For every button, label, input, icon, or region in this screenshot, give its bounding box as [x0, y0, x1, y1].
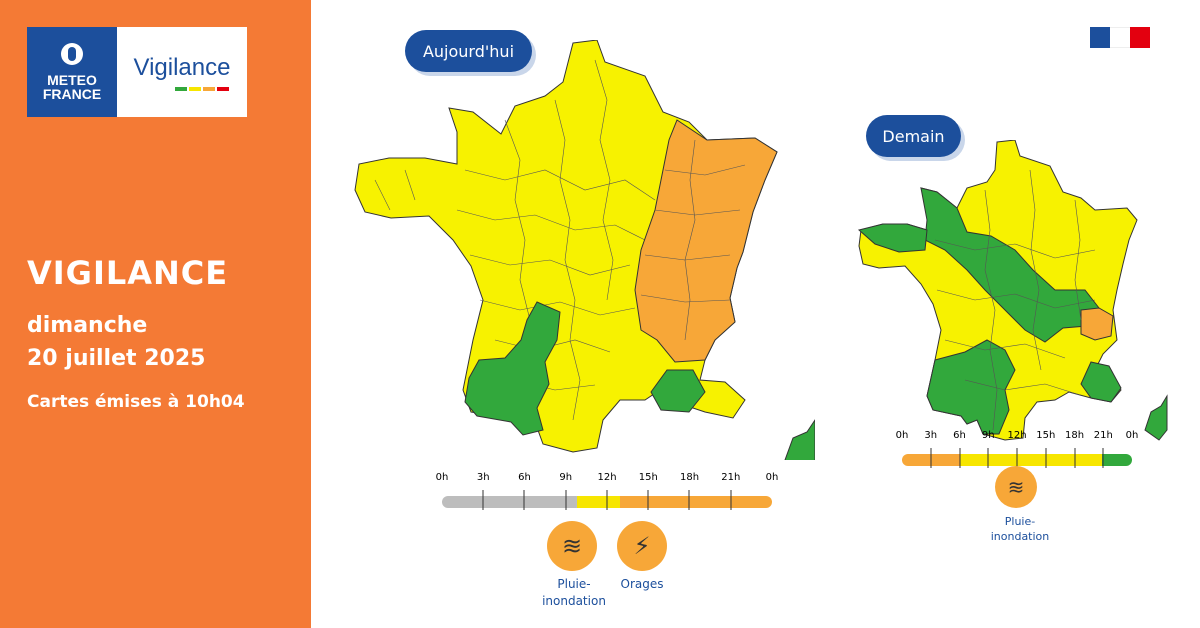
tomorrow-hazard-1-line2: inondation — [990, 530, 1050, 543]
today-timeline-ticks: 0h 3h 6h 9h 12h 15h 18h 21h 0h — [436, 472, 779, 486]
today-map — [354, 40, 815, 460]
today-hazard-2-line1: Orages — [620, 577, 664, 591]
rain-flood-icon: ≋ — [547, 521, 597, 571]
vigilance-wordmark: Vigilance — [133, 53, 231, 81]
tomorrow-tick-0: 0h — [895, 430, 909, 441]
today-tick-3: 9h — [559, 472, 573, 483]
today-tick-1: 3h — [476, 472, 490, 483]
tomorrow-label: Demain — [866, 115, 961, 157]
meteo-france-logo: METEO FRANCE — [27, 27, 117, 117]
today-tick-0: 0h — [435, 472, 449, 483]
today-timeline-bar — [442, 496, 772, 508]
rain-flood-icon: ≋ — [995, 466, 1037, 508]
today-map-borders — [374, 59, 656, 421]
day-name: dimanche — [27, 313, 148, 338]
today-hazard-1-label: Pluie- inondation — [532, 576, 616, 610]
today-timeline-hour-lines — [482, 490, 732, 510]
tomorrow-tick-4: 12h — [1007, 430, 1027, 441]
page-title: VIGILANCE — [27, 254, 229, 292]
logo-card: METEO FRANCE Vigilance — [27, 27, 247, 117]
tomorrow-tick-6: 18h — [1064, 430, 1085, 441]
today-hazard-1-line1: Pluie- — [557, 577, 591, 591]
tomorrow-tick-8: 0h — [1125, 430, 1139, 441]
today-map-green-southeast — [650, 369, 706, 413]
tomorrow-tick-7: 21h — [1093, 430, 1113, 441]
tomorrow-timeline: 0h 3h 6h 9h 12h 15h 18h 21h 0h — [896, 430, 1139, 470]
vigilance-logo: Vigilance — [117, 27, 247, 117]
tomorrow-tick-5: 15h — [1036, 430, 1056, 441]
tomorrow-timeline-bar — [902, 454, 1132, 466]
tomorrow-timeline-hour-lines — [930, 448, 1104, 468]
tomorrow-hazard-1-line1: Pluie- — [1004, 515, 1036, 528]
issued-time: Cartes émises à 10h04 — [27, 392, 245, 412]
tomorrow-tick-2: 6h — [953, 430, 966, 441]
logo-line-2: FRANCE — [42, 86, 102, 102]
today-tick-8: 0h — [765, 472, 779, 483]
tomorrow-map-green-southeast — [1080, 361, 1122, 403]
tomorrow-tick-1: 3h — [924, 430, 938, 441]
logo-line-1: METEO — [47, 72, 97, 88]
tomorrow-map-borders — [934, 169, 1096, 431]
today-timeline: 0h 3h 6h 9h 12h 15h 18h 21h 0h — [436, 472, 779, 512]
tomorrow-map-green-brittany — [857, 223, 928, 253]
today-tick-5: 15h — [638, 472, 658, 483]
tomorrow-map-corsica — [1144, 394, 1168, 441]
today-tick-4: 12h — [597, 472, 617, 483]
tomorrow-timeline-ticks: 0h 3h 6h 9h 12h 15h 18h 21h 0h — [896, 430, 1139, 444]
today-map-green-southwest — [464, 301, 561, 436]
meteo-france-mark-icon — [61, 43, 83, 65]
tomorrow-tick-3: 9h — [981, 430, 995, 441]
tomorrow-map — [857, 140, 1168, 441]
today-map-corsica — [784, 419, 815, 460]
today-label: Aujourd'hui — [405, 30, 532, 72]
today-tick-7: 21h — [721, 472, 741, 483]
today-tick-2: 6h — [518, 472, 531, 483]
storm-icon: ⚡ — [617, 521, 667, 571]
today-hazard-2-label: Orages — [610, 576, 674, 593]
today-hazard-1-line2: inondation — [542, 594, 606, 608]
vigilance-color-bars — [175, 86, 229, 91]
left-panel: METEO FRANCE Vigilance VIGILANCE dimanch… — [0, 0, 311, 628]
tomorrow-hazard-1-label: Pluie- inondation — [980, 514, 1060, 544]
today-tick-6: 18h — [679, 472, 700, 483]
tomorrow-map-orange-region — [1080, 307, 1114, 341]
today-map-orange-region — [634, 119, 778, 363]
full-date: 20 juillet 2025 — [27, 346, 206, 371]
french-republic-flag-icon — [1090, 27, 1150, 48]
tomorrow-map-green-southwest — [926, 339, 1016, 435]
